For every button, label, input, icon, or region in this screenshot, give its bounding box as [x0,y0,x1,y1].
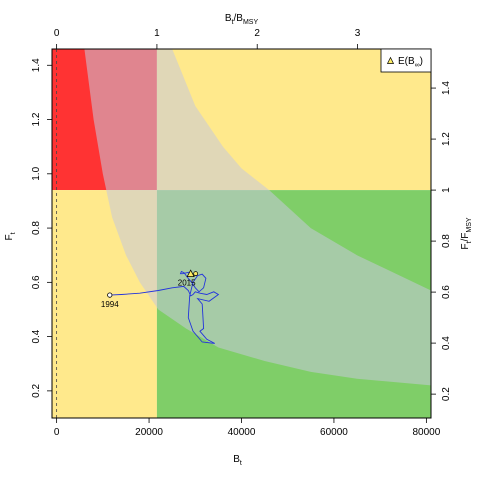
y-tick-label-1.2: 1.2 [31,112,42,126]
y-tick-label-0.4: 0.4 [31,329,42,343]
right-axis-label: Ft/FMSY [460,217,473,249]
y-tick-label-1.4: 1.4 [31,58,42,72]
y-tick-label-0.8: 0.8 [31,221,42,235]
start-year-label: 1994 [101,300,119,309]
trajectory-line [109,270,220,344]
axes: 0 20000 40000 60000 80000 0.2 0.4 0.6 0.8 1.0 1.2 1… [4,13,473,467]
legend-box [380,48,432,73]
top-tick-label-1: 1 [154,28,160,39]
top-tick-label-2: 2 [254,28,260,39]
x-tick-label-40000: 40000 [228,427,256,438]
top-tick-label-3: 3 [355,28,361,39]
x-tick-label-60000: 60000 [320,427,348,438]
legend-triangle-icon [386,56,395,64]
top-tick-label-0: 0 [54,28,60,39]
right-tick-label-0.2: 0.2 [441,387,452,401]
x-tick-label-20000: 20000 [135,427,163,438]
legend: E(B∞) [380,48,432,73]
y-axis-label: Ft [4,232,17,240]
right-tick-label-1.2: 1.2 [441,132,452,146]
right-tick-label-1.4: 1.4 [441,81,452,95]
start-year-point [107,292,113,298]
right-tick-label-0.6: 0.6 [441,285,452,299]
right-tick-label-0.4: 0.4 [441,336,452,350]
end-year-label: 2015 [178,279,196,288]
end-year-point [193,271,199,277]
top-axis-label: Bt/BMSY [225,13,259,26]
equilibrium-triangle [186,269,195,278]
x-tick-label-0: 0 [54,427,60,438]
ci-band-area [84,49,431,386]
confidence-band [84,49,431,386]
y-tick-label-1: 1.0 [31,166,42,180]
trajectory-marks: 1994 2015 [101,269,199,309]
trajectory [109,270,220,344]
right-tick-label-0.8: 0.8 [441,234,452,248]
x-axis-label: Bt [233,454,242,467]
legend-label: E(B∞) [398,56,423,69]
y-tick-label-0.6: 0.6 [31,275,42,289]
x-tick-label-80000: 80000 [412,427,440,438]
y-tick-label-0.2: 0.2 [31,383,42,397]
right-tick-label-1: 1 [441,187,452,193]
